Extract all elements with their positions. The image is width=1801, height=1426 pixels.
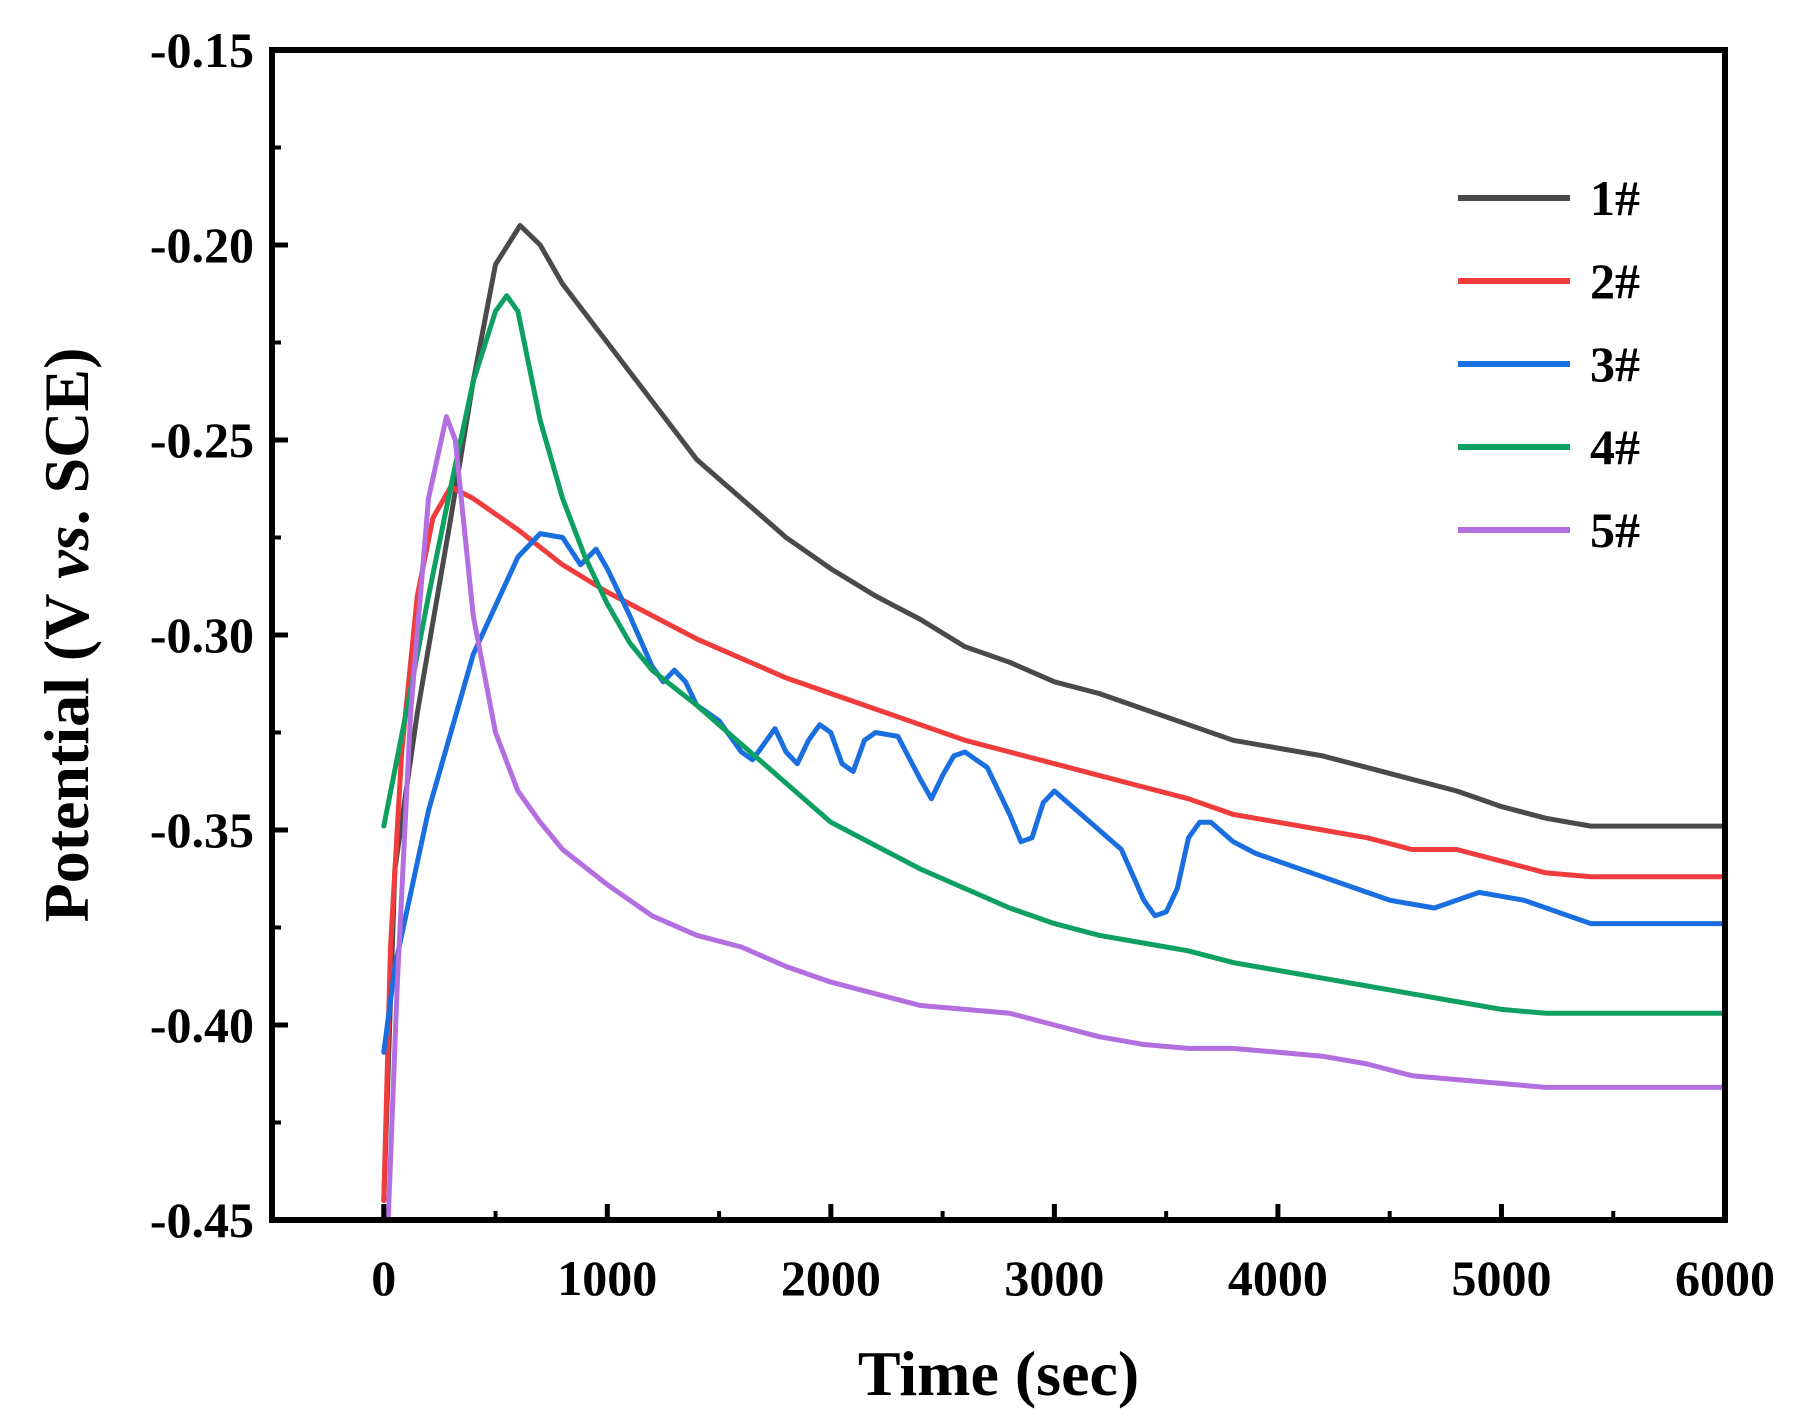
x-axis-title: Time (sec) (858, 1338, 1139, 1409)
series-line-5 (385, 414, 1728, 1223)
legend-label-2: 2# (1590, 253, 1640, 309)
y-tick-label: -0.30 (150, 607, 254, 663)
x-tick-label: 1000 (557, 1250, 657, 1306)
ticks-layer: 0 1000 2000 3000 4000 5000 6000 -0.45 -0.40 -0.35… (150, 22, 1775, 1306)
y-tick-label: -0.20 (150, 217, 254, 273)
y-tick-label: -0.45 (150, 1192, 254, 1248)
legend-label-4: 4# (1590, 419, 1640, 475)
y-axis-title-part-1: Potential (V (31, 579, 102, 923)
x-tick-label: 0 (371, 1250, 396, 1306)
legend: 1# 2# 3# 4# 5# (1458, 170, 1640, 558)
series-line-4 (381, 293, 1728, 1016)
plot-frame (269, 47, 1728, 1223)
x-tick-label: 4000 (1228, 1250, 1328, 1306)
y-tick-label: -0.40 (150, 997, 254, 1053)
x-tick-label: 3000 (1004, 1250, 1104, 1306)
y-axis-title-part-3: . SCE) (31, 348, 102, 526)
legend-label-3: 3# (1590, 336, 1640, 392)
x-tick-label: 5000 (1451, 1250, 1551, 1306)
series-line-1 (381, 223, 1728, 1203)
x-tick-label: 2000 (781, 1250, 881, 1306)
y-tick-label: -0.15 (150, 22, 254, 78)
y-tick-label: -0.25 (150, 412, 254, 468)
y-axis-title: Potential (V vs. SCE) (31, 348, 102, 923)
y-tick-label: -0.35 (150, 802, 254, 858)
y-axis-title-part-2: vs (31, 525, 102, 578)
series-layer (381, 223, 1728, 1223)
legend-label-5: 5# (1590, 502, 1640, 558)
x-tick-label: 6000 (1675, 1250, 1775, 1306)
series-line-2 (381, 484, 1728, 1203)
legend-label-1: 1# (1590, 170, 1640, 226)
series-line-3 (381, 531, 1728, 1055)
